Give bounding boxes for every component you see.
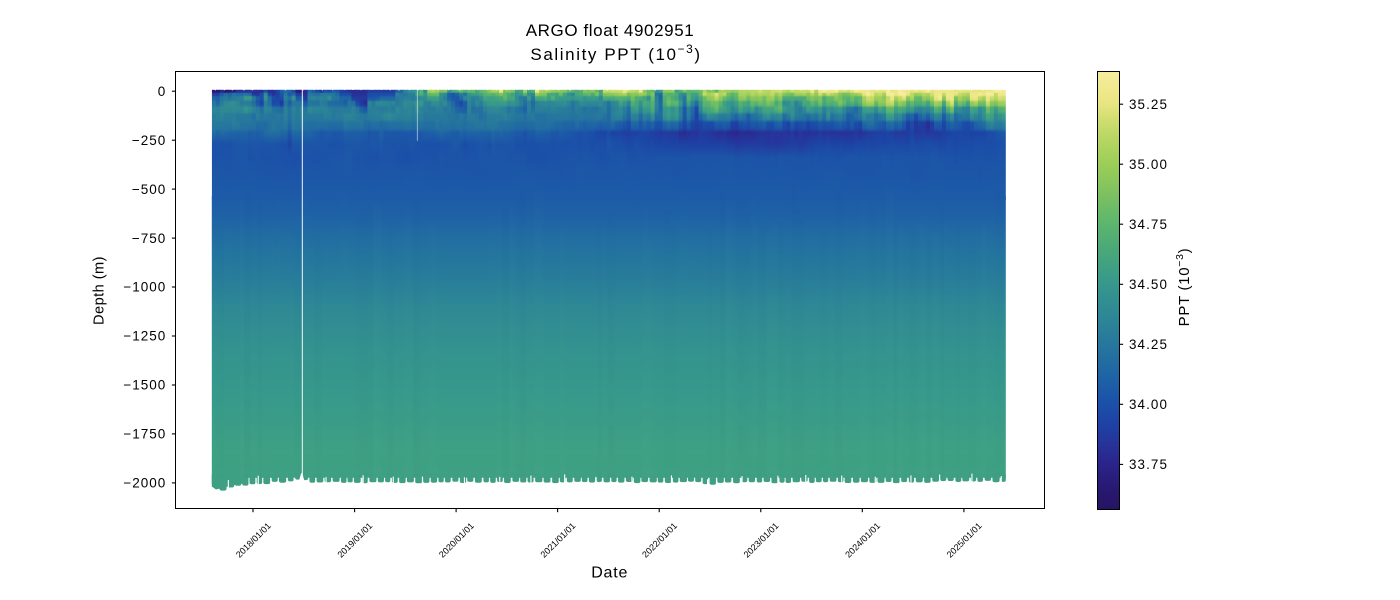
svg-text:34.75: 34.75 — [1129, 217, 1168, 232]
svg-text:35.00: 35.00 — [1129, 157, 1168, 172]
svg-text:Depth (m): Depth (m) — [92, 256, 108, 325]
svg-text:35.25: 35.25 — [1129, 97, 1168, 112]
svg-text:Date: Date — [591, 565, 628, 582]
svg-text:PPT (10−3): PPT (10−3) — [1174, 248, 1193, 327]
svg-text:34.25: 34.25 — [1129, 337, 1168, 352]
svg-text:−250: −250 — [132, 133, 166, 148]
svg-text:34.50: 34.50 — [1129, 277, 1168, 292]
svg-text:−1000: −1000 — [123, 280, 166, 295]
svg-text:Salinity PPT (10−3): Salinity PPT (10−3) — [530, 42, 701, 64]
svg-text:−1500: −1500 — [123, 378, 166, 393]
svg-text:34.00: 34.00 — [1129, 397, 1168, 412]
svg-text:−750: −750 — [132, 231, 166, 246]
svg-text:0: 0 — [158, 84, 167, 99]
svg-text:−500: −500 — [132, 182, 166, 197]
svg-text:−2000: −2000 — [123, 476, 166, 491]
svg-text:−1250: −1250 — [123, 329, 166, 344]
svg-text:−1750: −1750 — [123, 427, 166, 442]
svg-text:33.75: 33.75 — [1129, 457, 1168, 472]
svg-text:ARGO float 4902951: ARGO float 4902951 — [526, 21, 695, 40]
